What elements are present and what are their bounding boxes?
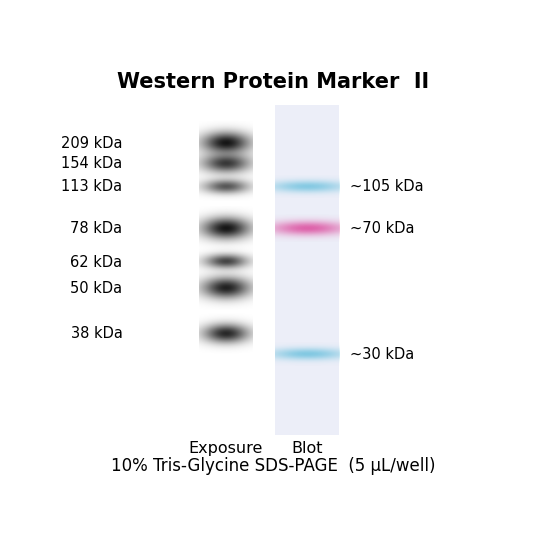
- Text: 78 kDa: 78 kDa: [70, 221, 123, 237]
- Text: 154 kDa: 154 kDa: [61, 156, 123, 171]
- Text: 62 kDa: 62 kDa: [70, 255, 123, 270]
- Text: Blot: Blot: [292, 441, 323, 456]
- Text: ~105 kDa: ~105 kDa: [350, 180, 423, 195]
- Text: ~70 kDa: ~70 kDa: [350, 221, 414, 237]
- Text: 10% Tris-Glycine SDS-PAGE  (5 μL/well): 10% Tris-Glycine SDS-PAGE (5 μL/well): [111, 457, 435, 475]
- FancyBboxPatch shape: [275, 105, 340, 435]
- Text: Exposure: Exposure: [189, 441, 263, 456]
- Text: 50 kDa: 50 kDa: [70, 281, 123, 296]
- Text: ~30 kDa: ~30 kDa: [350, 347, 414, 362]
- Text: 38 kDa: 38 kDa: [70, 326, 123, 341]
- Text: 209 kDa: 209 kDa: [61, 136, 123, 151]
- Text: 113 kDa: 113 kDa: [61, 180, 123, 195]
- Text: Western Protein Marker  II: Western Protein Marker II: [117, 72, 429, 92]
